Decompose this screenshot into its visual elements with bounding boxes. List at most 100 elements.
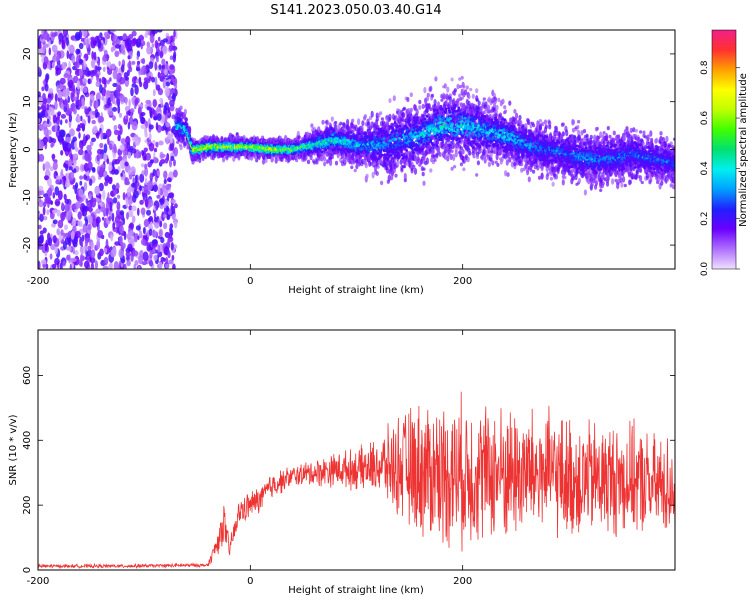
spectrogram-noise-cell — [38, 153, 45, 162]
spectrogram-noise-cell — [102, 189, 106, 200]
spectrogram-noise-cell — [87, 78, 91, 84]
spectrogram-noise-cell — [131, 83, 137, 88]
spectrogram-noise-cell — [59, 82, 63, 90]
spectrogram-noise-cell — [103, 78, 107, 85]
spectrogram-noise-cell — [78, 68, 83, 77]
spectrogram-noise-cell — [167, 239, 171, 249]
spectrogram-cell — [321, 119, 325, 125]
spectrogram-cell — [467, 94, 471, 100]
spectrogram-noise-cell — [111, 184, 116, 191]
spectrogram-noise-cell — [70, 104, 74, 111]
spectrogram-noise-cell — [65, 37, 69, 46]
spectrogram-noise-cell — [106, 61, 112, 68]
spectrogram-noise-cell — [54, 186, 60, 196]
spectrogram-noise-cell — [131, 205, 137, 212]
spectrogram-noise-cell — [80, 253, 83, 263]
spectrogram-noise-cell — [89, 256, 96, 264]
spectrogram-noise-cell — [109, 77, 112, 82]
spectrogram-cell — [433, 99, 437, 106]
spectrogram-noise-cell — [57, 190, 63, 201]
spectrogram-noise-cell — [112, 115, 116, 121]
spectrogram-noise-cell — [51, 61, 55, 69]
spectrogram-noise-cell — [148, 124, 154, 130]
spectrogram-noise-cell — [152, 30, 159, 34]
spectrogram-noise-cell — [114, 50, 120, 58]
spectrogram-noise-cell — [169, 142, 174, 151]
spectrogram-noise-cell — [120, 172, 123, 177]
spectrogram-cell — [323, 161, 327, 167]
spectrogram-cell — [334, 160, 339, 166]
spectrogram-noise-cell — [112, 197, 118, 204]
spectrogram-noise-cell — [83, 133, 86, 143]
spectrogram-noise-cell — [51, 107, 55, 117]
spectrogram-noise-cell — [54, 31, 58, 37]
spectrogram-cell — [370, 110, 374, 118]
spectrogram-noise-cell — [38, 139, 42, 149]
spectrogram-noise-cell — [114, 124, 118, 130]
spectrogram-cell — [468, 150, 472, 156]
spectrogram-noise-cell — [103, 152, 107, 162]
spectrogram-noise-cell — [95, 99, 99, 109]
spectrogram-noise-cell — [103, 247, 108, 254]
spectrogram-cell — [375, 117, 379, 122]
spectrogram-noise-cell — [134, 139, 140, 146]
spectrogram-noise-cell — [169, 55, 173, 60]
spectrogram-noise-cell — [151, 239, 158, 245]
spectrogram-noise-cell — [66, 50, 70, 60]
spectrogram-noise-cell — [167, 95, 172, 101]
spectrogram-noise-cell — [149, 172, 154, 181]
spectrogram-noise-cell — [125, 115, 129, 120]
spectrogram-noise-cell — [149, 34, 155, 44]
spectrogram-noise-cell — [159, 97, 163, 104]
spectrogram-noise-cell — [103, 31, 110, 37]
spectrogram-noise-cell — [38, 46, 45, 56]
spectrogram-noise-cell — [105, 208, 109, 217]
spectrogram-noise-cell — [152, 99, 157, 108]
spectrogram-noise-cell — [119, 94, 126, 103]
spectrogram-cell — [503, 105, 507, 110]
spectrogram-noise-cell — [116, 201, 121, 211]
spectrogram-noise-cell — [96, 148, 103, 155]
spectrogram-noise-cell — [128, 205, 133, 211]
spectrogram-noise-cell — [153, 254, 158, 261]
spectrogram-noise-cell — [120, 64, 125, 73]
spectrogram-cell — [402, 112, 406, 119]
spectrogram-cell — [429, 85, 433, 92]
spectrogram-cell — [361, 120, 365, 126]
spectrogram-noise-cell — [89, 140, 94, 147]
spectrogram-noise-cell — [120, 44, 125, 55]
spectrogram-noise-cell — [74, 250, 79, 256]
spectrogram-noise-cell — [131, 148, 137, 154]
spectrogram-cell — [297, 135, 301, 140]
spectrogram-noise-cell — [146, 241, 150, 247]
spectrogram-noise-cell — [80, 84, 84, 92]
spectrogram-noise-cell — [128, 98, 131, 109]
spectrogram-noise-cell — [125, 96, 128, 106]
spectrogram-noise-cell — [147, 217, 153, 222]
spectrogram-noise-cell — [125, 251, 132, 257]
spectrogram-noise-cell — [54, 246, 58, 255]
spectrogram-noise-cell — [70, 171, 75, 179]
spectrogram-noise-cell — [96, 73, 100, 82]
spectrogram-noise-cell — [156, 170, 160, 177]
spectrogram-noise-cell — [64, 180, 71, 188]
spectrogram-noise-cell — [87, 115, 91, 124]
spectrogram-noise-cell — [146, 45, 153, 55]
spectrogram-noise-cell — [59, 77, 66, 85]
spectrogram-noise-cell — [125, 198, 129, 208]
spectrogram-noise-cell — [172, 78, 177, 86]
spectrogram-noise-cell — [76, 127, 81, 132]
spectrogram-noise-cell — [109, 143, 113, 151]
spectrogram-noise-cell — [106, 79, 110, 85]
spectrogram-noise-cell — [162, 79, 167, 89]
spectrogram-noise-cell — [117, 134, 121, 142]
spectrogram-cell — [476, 160, 480, 166]
spectrogram-noise-cell — [140, 207, 146, 215]
spectrogram-noise-cell — [129, 222, 135, 230]
spectrogram-cell — [466, 156, 470, 163]
spectrogram-noise-cell — [130, 253, 134, 262]
spectrogram-noise-cell — [38, 185, 44, 191]
spectrogram-noise-cell — [56, 228, 60, 236]
spectrogram-noise-cell — [151, 43, 155, 48]
